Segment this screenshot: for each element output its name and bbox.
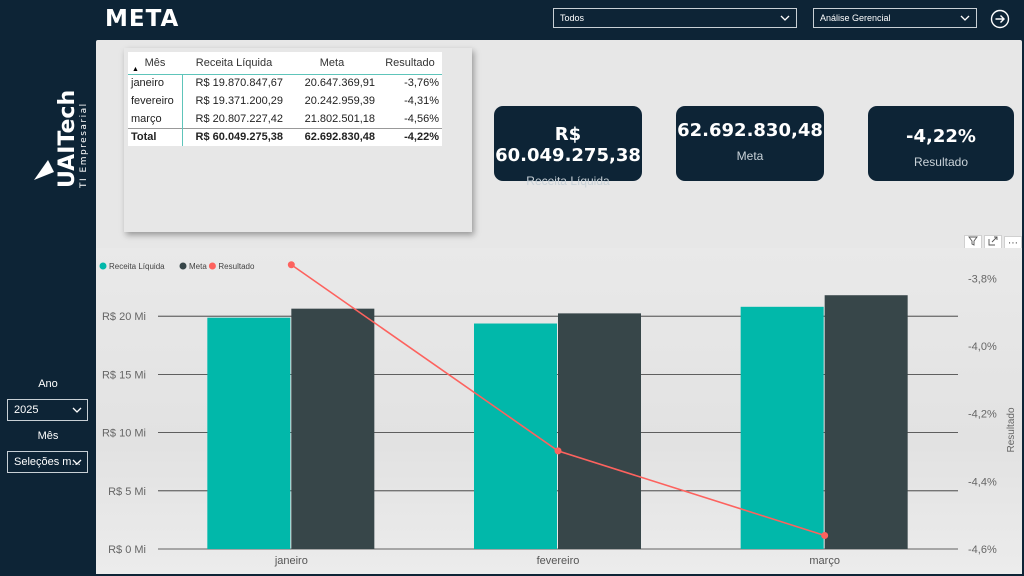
column-header-mes[interactable]: Mês ▲ bbox=[128, 52, 182, 74]
chevron-down-icon bbox=[960, 15, 970, 21]
summary-table-card: Mês ▲ Receita Líquida Meta Resultado jan… bbox=[124, 48, 472, 232]
page-title: META bbox=[105, 6, 180, 32]
combo-chart: Receita Líquida Meta Resultado R$ 0 Mi R$ 5… bbox=[99, 261, 1017, 567]
kpi-meta-value: 62.692.830,48 bbox=[677, 120, 823, 141]
chart-line bbox=[287, 261, 829, 539]
chart-visual: Receita Líquida Meta Resultado R$ 0 Mi R$ 5… bbox=[96, 248, 1022, 574]
chart-toolbar: ⋯ bbox=[962, 233, 1022, 252]
cell-mes: fevereiro bbox=[128, 92, 183, 110]
kpi-card-meta: 62.692.830,48 Meta bbox=[676, 106, 824, 181]
bar-meta-janeiro bbox=[291, 308, 375, 549]
kpi-card-receita: R$ 60.049.275,38 Receita Líquida bbox=[494, 106, 642, 188]
kpi-resultado-label: Resultado bbox=[913, 155, 969, 169]
left-tick-label: R$ 15 Mi bbox=[102, 369, 146, 381]
filter-todos-dropdown[interactable]: Todos bbox=[553, 8, 797, 28]
ano-label: Ano bbox=[38, 378, 58, 390]
chevron-down-icon bbox=[780, 15, 790, 21]
report-canvas: Mês ▲ Receita Líquida Meta Resultado jan… bbox=[96, 40, 1022, 574]
kpi-meta-label: Meta bbox=[736, 149, 764, 163]
bar-meta-fevereiro bbox=[558, 313, 641, 549]
kpi-receita-label: Receita Líquida bbox=[526, 174, 610, 188]
resultado-point-março bbox=[821, 531, 829, 539]
resultado-point-fevereiro bbox=[554, 447, 562, 455]
cell-resultado: -4,56% bbox=[378, 110, 442, 128]
logo-text: UAITech bbox=[55, 90, 80, 188]
mes-dropdown[interactable]: Seleções m... bbox=[7, 451, 88, 473]
column-header-meta[interactable]: Meta bbox=[286, 52, 378, 74]
cell-receita: R$ 60.049.275,38 bbox=[182, 127, 286, 146]
right-axis-label: Resultado bbox=[1006, 407, 1017, 452]
cell-meta: 20.647.369,91 bbox=[286, 74, 378, 92]
cell-receita: R$ 20.807.227,42 bbox=[182, 110, 286, 128]
table-total-row: Total R$ 60.049.275,38 62.692.830,48 -4,… bbox=[128, 127, 442, 146]
right-tick-label: -3,8% bbox=[968, 273, 997, 285]
kpi-card-resultado: -4,22% Resultado bbox=[868, 106, 1014, 181]
right-tick-label: -4,0% bbox=[968, 341, 997, 353]
sort-ascending-icon: ▲ bbox=[132, 65, 139, 73]
chart-bars bbox=[207, 295, 908, 549]
category-label: fevereiro bbox=[537, 555, 580, 567]
filter-analise-dropdown[interactable]: Análise Gerencial bbox=[813, 8, 977, 28]
chevron-down-icon bbox=[72, 459, 82, 465]
left-tick-label: R$ 5 Mi bbox=[108, 486, 146, 498]
mes-label: Mês bbox=[37, 430, 59, 442]
cell-receita: R$ 19.371.200,29 bbox=[182, 92, 286, 110]
focus-mode-icon[interactable] bbox=[984, 235, 1002, 251]
resultado-point-janeiro bbox=[287, 261, 295, 269]
left-tick-label: R$ 0 Mi bbox=[108, 544, 146, 556]
legend-entry: Resultado bbox=[218, 262, 255, 271]
cell-meta: 21.802.501,18 bbox=[286, 110, 378, 128]
cell-mes: março bbox=[128, 110, 183, 128]
left-axis: R$ 0 Mi R$ 5 Mi R$ 10 Mi R$ 15 Mi R$ 20 Mi bbox=[102, 311, 146, 556]
navigate-arrow-icon[interactable] bbox=[990, 9, 1010, 29]
bar-receita-l-quida-fevereiro bbox=[474, 323, 557, 549]
summary-table: Mês ▲ Receita Líquida Meta Resultado jan… bbox=[128, 52, 442, 146]
mes-value: Seleções m... bbox=[14, 456, 81, 468]
cell-mes: janeiro bbox=[128, 74, 183, 92]
column-header-resultado[interactable]: Resultado bbox=[378, 52, 442, 74]
legend-marker bbox=[99, 262, 107, 270]
company-logo: UAITech TI Empresarial bbox=[34, 90, 89, 189]
chart-legend: Receita Líquida Meta Resultado bbox=[99, 262, 255, 271]
legend-entry: Receita Líquida bbox=[109, 262, 165, 271]
cell-resultado: -4,31% bbox=[378, 92, 442, 110]
filter-analise-value: Análise Gerencial bbox=[820, 13, 891, 23]
cell-resultado: -3,76% bbox=[378, 74, 442, 92]
category-label: janeiro bbox=[274, 555, 308, 567]
chevron-down-icon bbox=[72, 407, 82, 413]
legend-marker bbox=[208, 262, 216, 270]
ano-value: 2025 bbox=[14, 404, 39, 416]
x-axis: janeiro fevereiro março bbox=[274, 555, 840, 567]
cell-receita: R$ 19.870.847,67 bbox=[182, 74, 286, 92]
ano-dropdown[interactable]: 2025 bbox=[7, 399, 88, 421]
cell-resultado: -4,22% bbox=[378, 127, 442, 146]
kpi-resultado-value: -4,22% bbox=[906, 126, 976, 147]
logo-subtext: TI Empresarial bbox=[79, 102, 89, 189]
bar-receita-l-quida-março bbox=[740, 306, 824, 549]
left-tick-label: R$ 10 Mi bbox=[102, 428, 146, 440]
legend-marker bbox=[179, 262, 187, 270]
right-tick-label: -4,4% bbox=[968, 476, 997, 488]
bar-meta-março bbox=[824, 295, 908, 549]
right-tick-label: -4,2% bbox=[968, 409, 997, 421]
table-header-row: Mês ▲ Receita Líquida Meta Resultado bbox=[128, 52, 442, 74]
category-label: março bbox=[809, 555, 840, 567]
kpi-receita-value: R$ 60.049.275,38 bbox=[495, 124, 641, 166]
cell-meta: 62.692.830,48 bbox=[286, 127, 378, 146]
logo-mark bbox=[34, 160, 54, 180]
cell-meta: 20.242.959,39 bbox=[286, 92, 378, 110]
left-tick-label: R$ 20 Mi bbox=[102, 311, 146, 323]
table-row[interactable]: janeiro R$ 19.870.847,67 20.647.369,91 -… bbox=[128, 74, 442, 92]
cell-mes: Total bbox=[128, 127, 183, 146]
filter-todos-value: Todos bbox=[560, 13, 585, 23]
right-tick-label: -4,6% bbox=[968, 544, 997, 556]
legend-entry: Meta bbox=[189, 262, 207, 271]
right-axis: -3,8% -4,0% -4,2% -4,4% -4,6% bbox=[968, 273, 997, 556]
table-row[interactable]: março R$ 20.807.227,42 21.802.501,18 -4,… bbox=[128, 110, 442, 128]
column-header-receita[interactable]: Receita Líquida bbox=[182, 52, 286, 74]
table-row[interactable]: fevereiro R$ 19.371.200,29 20.242.959,39… bbox=[128, 92, 442, 110]
bar-receita-l-quida-janeiro bbox=[207, 317, 291, 549]
